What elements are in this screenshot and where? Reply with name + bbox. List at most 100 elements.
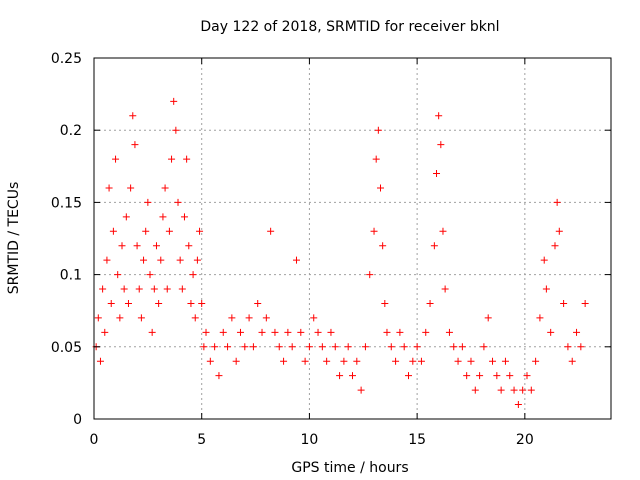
- data-point: [564, 343, 572, 351]
- y-tick-label: 0.2: [60, 123, 82, 139]
- data-point: [258, 328, 266, 336]
- data-point: [198, 299, 206, 307]
- data-point: [288, 343, 296, 351]
- data-point: [392, 357, 400, 365]
- data-point: [116, 314, 124, 322]
- data-point: [165, 227, 173, 235]
- data-point: [185, 242, 193, 250]
- data-point: [433, 170, 441, 178]
- data-point: [161, 184, 169, 192]
- data-point: [573, 328, 581, 336]
- data-point: [107, 299, 115, 307]
- data-point: [137, 314, 145, 322]
- data-point: [241, 343, 249, 351]
- data-point: [135, 285, 143, 293]
- y-tick-label: 0.25: [51, 51, 82, 67]
- data-point: [532, 357, 540, 365]
- data-point: [536, 314, 544, 322]
- data-point: [476, 372, 484, 380]
- data-point: [245, 314, 253, 322]
- data-point: [318, 343, 326, 351]
- data-point: [267, 227, 275, 235]
- data-point: [553, 198, 561, 206]
- data-point: [148, 328, 156, 336]
- data-point: [99, 285, 107, 293]
- data-point: [430, 242, 438, 250]
- data-point: [435, 112, 443, 120]
- data-point: [336, 372, 344, 380]
- data-point: [168, 155, 176, 163]
- data-point: [131, 141, 139, 149]
- data-point: [280, 357, 288, 365]
- data-point: [484, 314, 492, 322]
- data-point: [142, 227, 150, 235]
- data-point: [271, 328, 279, 336]
- y-tick-label: 0: [73, 412, 82, 428]
- data-point: [349, 372, 356, 380]
- y-tick-label: 0.15: [51, 195, 82, 211]
- data-point: [284, 328, 292, 336]
- data-point: [510, 386, 518, 394]
- x-axis-label: GPS time / hours: [291, 460, 408, 476]
- data-point: [366, 271, 374, 279]
- data-point: [417, 357, 425, 365]
- data-point: [361, 343, 369, 351]
- data-point: [114, 271, 122, 279]
- data-point: [463, 372, 471, 380]
- data-point: [310, 314, 318, 322]
- data-point: [189, 271, 197, 279]
- data-point: [157, 256, 165, 264]
- data-point: [377, 184, 385, 192]
- data-point: [381, 299, 389, 307]
- data-point: [219, 328, 227, 336]
- data-point: [581, 299, 589, 307]
- data-point: [127, 184, 135, 192]
- data-point: [174, 198, 182, 206]
- plot-frame: [93, 57, 612, 420]
- data-point: [120, 285, 128, 293]
- x-tick-label: 10: [301, 432, 319, 448]
- data-point: [527, 386, 535, 394]
- data-point: [101, 328, 109, 336]
- data-point: [501, 357, 509, 365]
- data-point: [155, 299, 163, 307]
- data-point: [323, 357, 331, 365]
- grid-lines: [94, 58, 611, 419]
- data-point: [172, 126, 180, 134]
- data-point: [551, 242, 559, 250]
- x-tick-label: 5: [197, 432, 206, 448]
- data-point: [547, 328, 555, 336]
- data-point: [211, 343, 219, 351]
- data-point: [450, 343, 458, 351]
- data-point: [129, 112, 137, 120]
- data-point: [144, 198, 152, 206]
- data-point: [413, 343, 421, 351]
- data-point: [437, 141, 445, 149]
- data-point: [372, 155, 380, 163]
- data-point: [124, 299, 132, 307]
- data-point: [249, 343, 257, 351]
- data-point: [340, 357, 348, 365]
- y-axis-label: SRMTID / TECUs: [6, 182, 22, 295]
- data-point: [109, 227, 117, 235]
- data-point: [400, 343, 408, 351]
- data-point: [103, 256, 111, 264]
- x-tick-label: 15: [408, 432, 426, 448]
- data-point: [206, 357, 214, 365]
- data-point: [232, 357, 240, 365]
- data-point: [314, 328, 322, 336]
- data-point: [105, 184, 113, 192]
- data-point: [170, 97, 178, 105]
- y-tick-label: 0.1: [60, 268, 82, 284]
- data-point: [200, 343, 208, 351]
- data-point: [396, 328, 404, 336]
- data-point: [196, 227, 204, 235]
- data-point: [112, 155, 120, 163]
- x-tick-label: 0: [90, 432, 99, 448]
- data-point: [542, 285, 550, 293]
- data-point: [506, 372, 514, 380]
- y-tick-label: 0.05: [51, 340, 82, 356]
- data-point: [96, 357, 104, 365]
- data-point: [577, 343, 585, 351]
